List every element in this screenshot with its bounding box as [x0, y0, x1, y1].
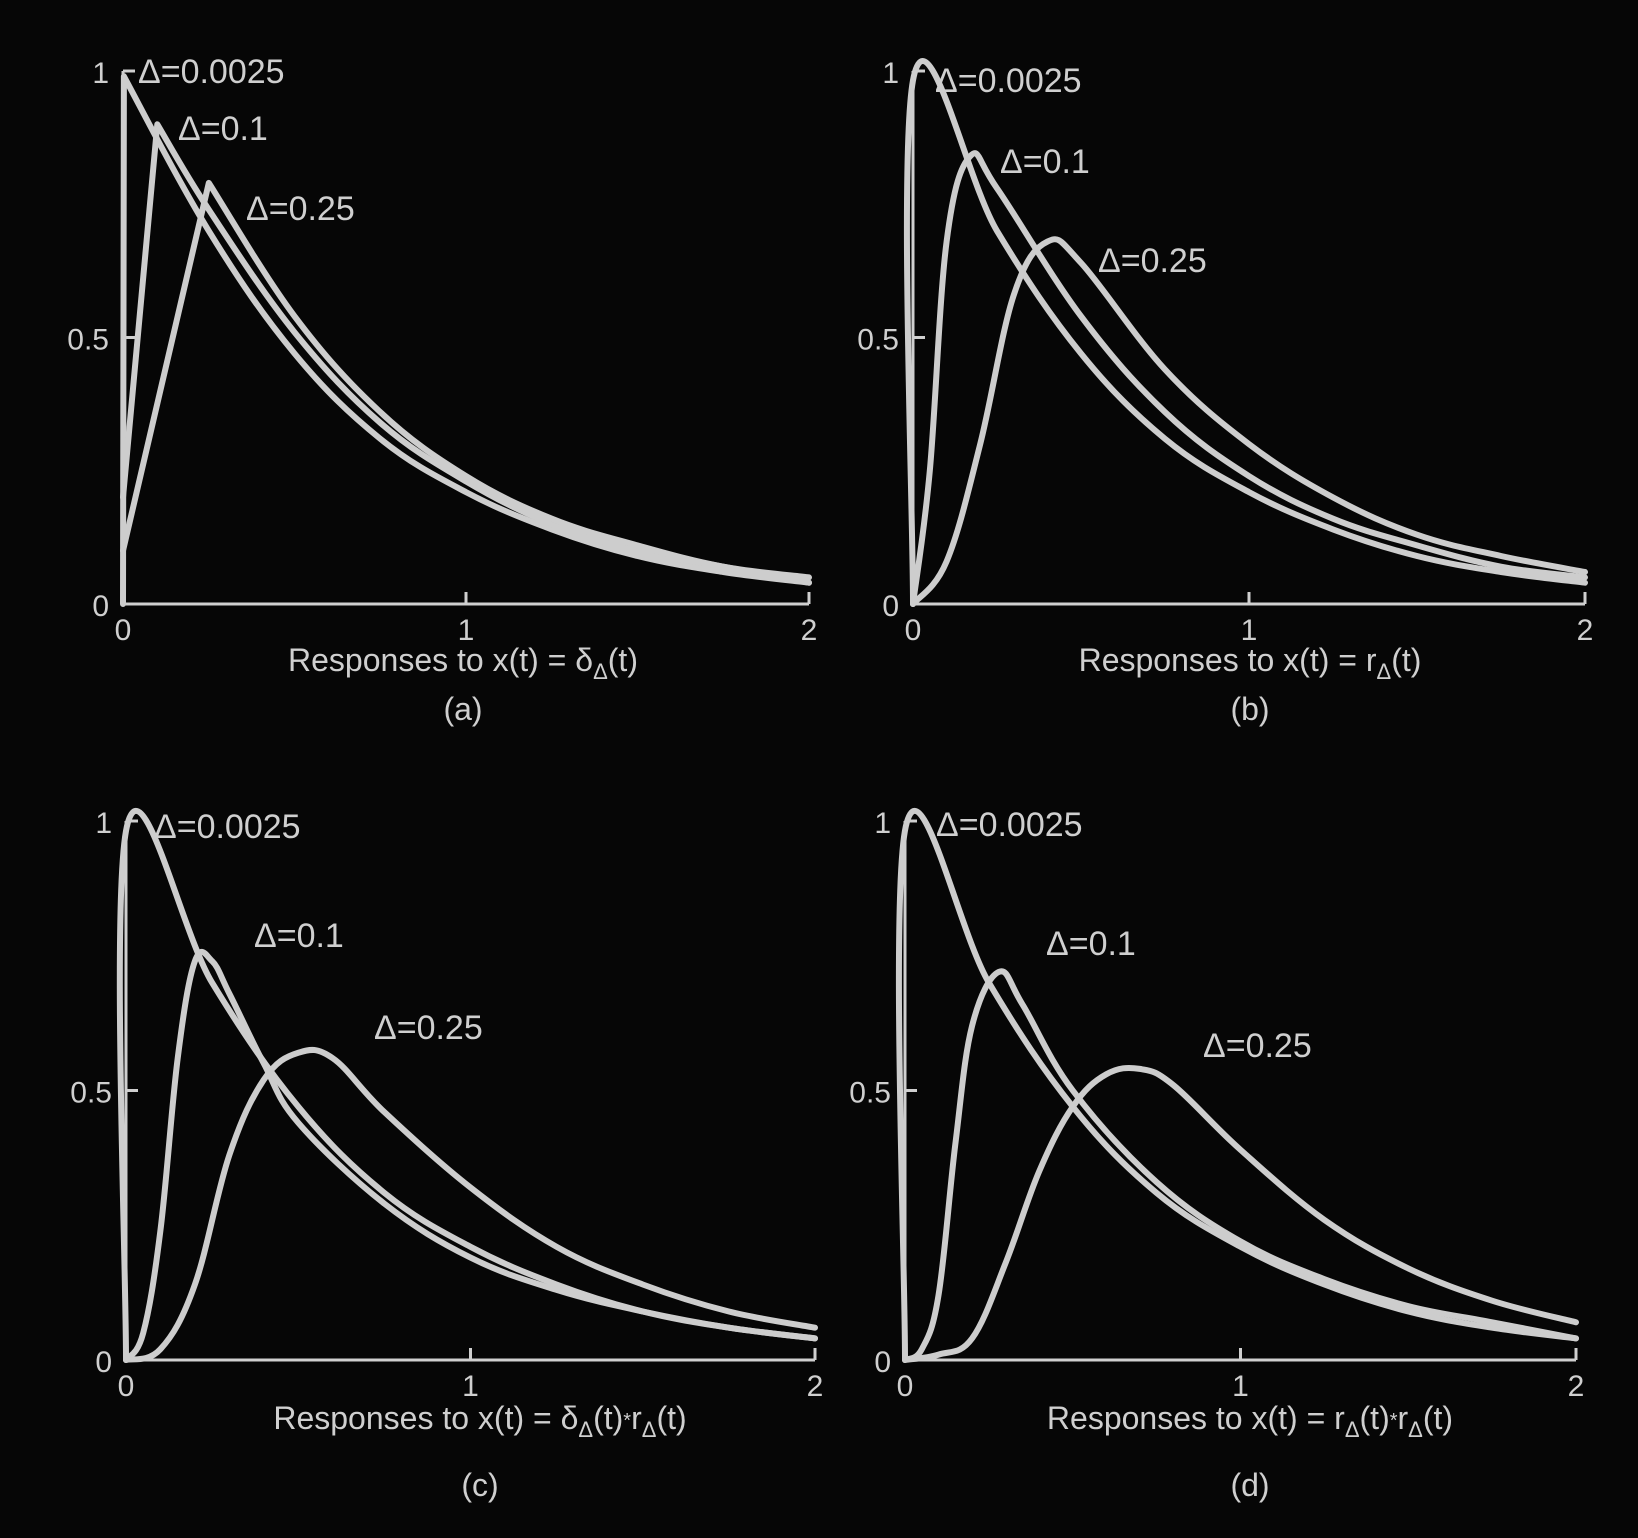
x-tick-label: 0 [118, 1370, 135, 1403]
x-axis-label: Responses to x(t) = rΔ​(t) [1079, 642, 1422, 684]
x-tick-label: 2 [807, 1370, 824, 1403]
x-axis-label-text: r [1334, 1400, 1345, 1436]
y-tick-label: 0.5 [849, 1077, 891, 1110]
series-label: Δ=0.25 [374, 1009, 483, 1047]
x-tick-label: 2 [1577, 614, 1594, 647]
y-tick-label: 1 [92, 57, 109, 90]
series-line-0_0025 [895, 807, 1579, 1363]
x-axis-label-text: δ [561, 1400, 579, 1436]
x-tick-label: 2 [1568, 1370, 1585, 1403]
series-label: Δ=0.0025 [138, 53, 285, 91]
panel-label: (d) [1230, 1467, 1269, 1503]
x-axis-label-text: (t) [656, 1400, 686, 1436]
series-line-0_25 [123, 1046, 818, 1363]
x-tick-label: 1 [458, 614, 475, 647]
x-axis-label: Responses to x(t) = δΔ​(t) [288, 642, 638, 684]
chart-panel-d: 0 1 2 0 0.5 1 Δ=0.0025 Δ=0.1 Δ=0.25 Responses to … [849, 806, 1584, 1503]
x-axis-label-text: (t) [1423, 1400, 1453, 1436]
series-label: Δ=0.25 [1203, 1027, 1312, 1065]
x-axis-label-subscript: Δ [1408, 1417, 1423, 1442]
series-line-0_25 [120, 179, 812, 581]
x-axis-label-text: (t) [608, 642, 638, 678]
x-axis-label-subscript: Δ [1345, 1417, 1360, 1442]
x-axis-label-subscript: Δ [593, 659, 608, 684]
y-tick-label: 0.5 [857, 324, 899, 357]
series-line-0_0025 [120, 73, 812, 607]
x-axis-label-text: r [631, 1400, 642, 1436]
x-axis-label-text: δ [575, 642, 593, 678]
chart-panel-b: 0 1 2 0 0.5 1 Δ=0.0025 Δ=0.1 Δ=0.25 Responses to … [857, 57, 1593, 727]
y-tick-label: 0 [95, 1346, 112, 1379]
series-label: Δ=0.1 [1046, 925, 1136, 963]
y-tick-label: 1 [95, 807, 112, 840]
x-axis-label-text: r [1398, 1400, 1409, 1436]
x-tick-label: 0 [905, 614, 922, 647]
series-label: Δ=0.0025 [936, 806, 1083, 844]
series-label: Δ=0.25 [1098, 242, 1207, 280]
y-tick-label: 0.5 [67, 324, 109, 357]
x-axis-label-operator: * [623, 1410, 631, 1432]
x-tick-label: 1 [1241, 614, 1258, 647]
y-tick-label: 1 [874, 807, 891, 840]
x-tick-label: 1 [462, 1370, 479, 1403]
x-axis-label: Responses to x(t) = rΔ​(t)*​rΔ​(t) [1047, 1400, 1453, 1442]
x-tick-label: 0 [897, 1370, 914, 1403]
x-tick-label: 2 [801, 614, 818, 647]
x-axis-label-text: Responses to x(t) = [1047, 1400, 1334, 1436]
series-line-0_1 [902, 968, 1579, 1363]
x-tick-label: 0 [115, 614, 132, 647]
series-label: Δ=0.0025 [154, 808, 301, 846]
x-axis-label-subscript: Δ [642, 1417, 657, 1442]
series-label: Δ=0.1 [178, 110, 268, 148]
series-line-0_0025 [903, 57, 1588, 607]
x-axis-label: Responses to x(t) = δΔ​(t)*​rΔ​(t) [273, 1400, 686, 1442]
panel-label: (c) [461, 1467, 498, 1503]
panel-label: (a) [443, 691, 482, 727]
x-axis-label-text: (t) [593, 1400, 623, 1436]
x-axis-label-text: (t) [1360, 1400, 1390, 1436]
x-tick-label: 1 [1232, 1370, 1249, 1403]
x-axis-label-operator: * [1390, 1410, 1398, 1432]
panel-label: (b) [1230, 691, 1269, 727]
series-line-0_25 [910, 236, 1588, 607]
series-label: Δ=0.25 [246, 190, 355, 228]
y-tick-label: 0.5 [70, 1077, 112, 1110]
y-tick-label: 0 [92, 590, 109, 623]
series-line-0_25 [902, 1064, 1579, 1363]
x-axis-label-text: Responses to x(t) = [273, 1400, 560, 1436]
x-axis-label-subscript: Δ [578, 1417, 593, 1442]
series-line-0_1 [910, 150, 1588, 607]
chart-panel-a: 0 1 2 0 0.5 1 Δ=0.0025 Δ=0.1 Δ=0.25 Responses to … [67, 53, 817, 727]
x-axis-label-text: r [1366, 642, 1377, 678]
x-axis-label-text: (t) [1391, 642, 1421, 678]
y-tick-label: 0 [874, 1346, 891, 1379]
series-label: Δ=0.1 [1000, 143, 1090, 181]
y-tick-label: 0 [882, 590, 899, 623]
y-tick-label: 1 [882, 57, 899, 90]
chart-panel-c: 0 1 2 0 0.5 1 Δ=0.0025 Δ=0.1 Δ=0.25 Responses to … [70, 807, 823, 1503]
x-axis-label-text: Responses to x(t) = [1079, 642, 1366, 678]
x-axis-label-text: Responses to x(t) = [288, 642, 575, 678]
series-label: Δ=0.0025 [935, 62, 1082, 100]
series-line-0_1 [123, 948, 818, 1363]
x-axis-label-subscript: Δ [1376, 659, 1391, 684]
series-label: Δ=0.1 [254, 917, 344, 955]
